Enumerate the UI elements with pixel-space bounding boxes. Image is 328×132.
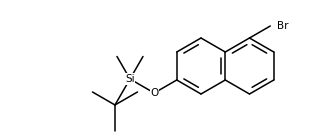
Text: Br: Br [277, 21, 289, 31]
Text: Si: Si [125, 74, 135, 84]
Text: O: O [150, 88, 158, 98]
